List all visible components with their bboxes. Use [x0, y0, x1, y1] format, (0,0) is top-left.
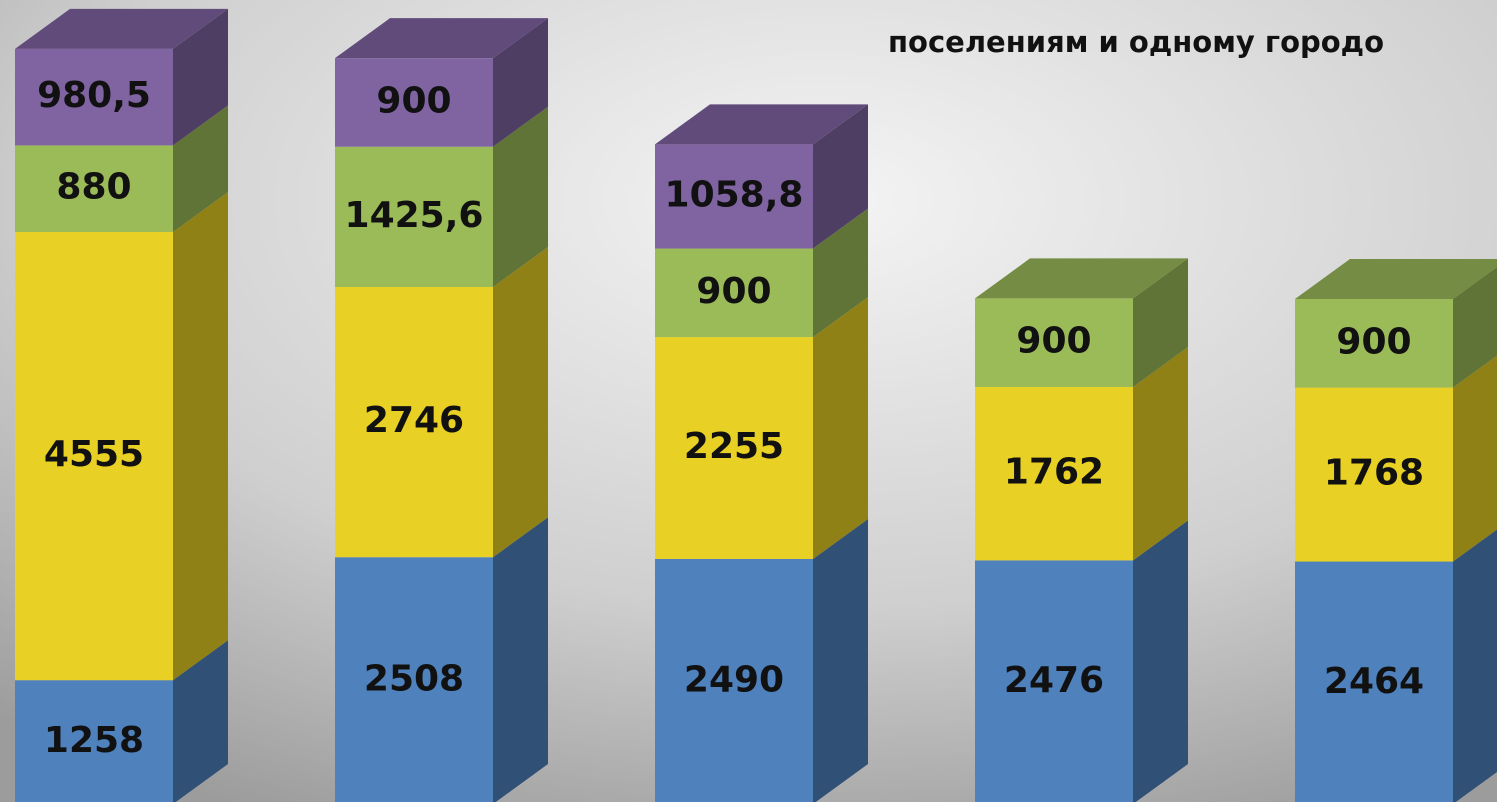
bar-segment: [1295, 561, 1453, 802]
bar-side: [493, 106, 548, 288]
bar-segment: [975, 560, 1133, 802]
bar-side: [173, 192, 228, 681]
bar-side: [813, 297, 868, 559]
bar-side: [813, 518, 868, 802]
bar-segment: [335, 287, 493, 558]
bar-segment: [1295, 299, 1453, 388]
bar-side: [173, 640, 228, 802]
bar-side: [1453, 529, 1497, 802]
bar-segment: [15, 232, 173, 681]
bar-side: [813, 104, 868, 249]
bar-segment: [1295, 387, 1453, 562]
bar-side: [173, 8, 228, 146]
value-label: 2746: [364, 400, 464, 441]
value-label: 4555: [44, 434, 144, 475]
value-label: 2490: [684, 659, 784, 700]
value-label: 2508: [364, 659, 464, 700]
bar-segment: [975, 386, 1133, 561]
bar-top: [1295, 259, 1497, 300]
bar-segment: [335, 557, 493, 802]
bar-top: [655, 104, 868, 145]
bar-side: [813, 208, 868, 338]
value-label: 2255: [684, 426, 784, 467]
bar-top: [335, 18, 548, 59]
bar-side: [1133, 346, 1188, 561]
bar-side: [493, 247, 548, 558]
bar-side: [493, 18, 548, 147]
bar-side: [1133, 258, 1188, 387]
value-label: 1258: [44, 720, 144, 761]
bar-segment: [335, 58, 493, 147]
bar-segment: [655, 144, 813, 249]
bar-side: [1453, 355, 1497, 562]
value-label: 900: [696, 271, 771, 312]
bar-segment: [655, 248, 813, 338]
bar-side: [173, 105, 228, 233]
value-label: 880: [56, 167, 131, 208]
value-label: 900: [376, 80, 451, 121]
bar-segment: [655, 558, 813, 802]
chart-title: поселениям и одному городо: [888, 25, 1384, 59]
bar-side: [493, 517, 548, 802]
bar-side: [1133, 520, 1188, 802]
bar-segment: [15, 145, 173, 233]
bar-side: [1453, 267, 1497, 388]
value-label: 2476: [1004, 660, 1104, 701]
bar-top: [975, 258, 1188, 299]
bar-segment: [975, 298, 1133, 387]
value-label: 1768: [1324, 453, 1424, 494]
value-label: 900: [1016, 321, 1091, 362]
value-label: 1762: [1004, 452, 1104, 493]
bar-segment: [15, 680, 173, 802]
bar-top: [15, 8, 228, 49]
value-label: 1425,6: [345, 195, 484, 236]
bar-segment: [335, 146, 493, 288]
bar-segment: [15, 48, 173, 146]
bar-segment: [655, 337, 813, 559]
value-label: 2464: [1324, 661, 1424, 702]
value-label: 900: [1336, 321, 1411, 362]
value-label: 980,5: [37, 75, 151, 116]
value-label: 1058,8: [665, 174, 804, 215]
